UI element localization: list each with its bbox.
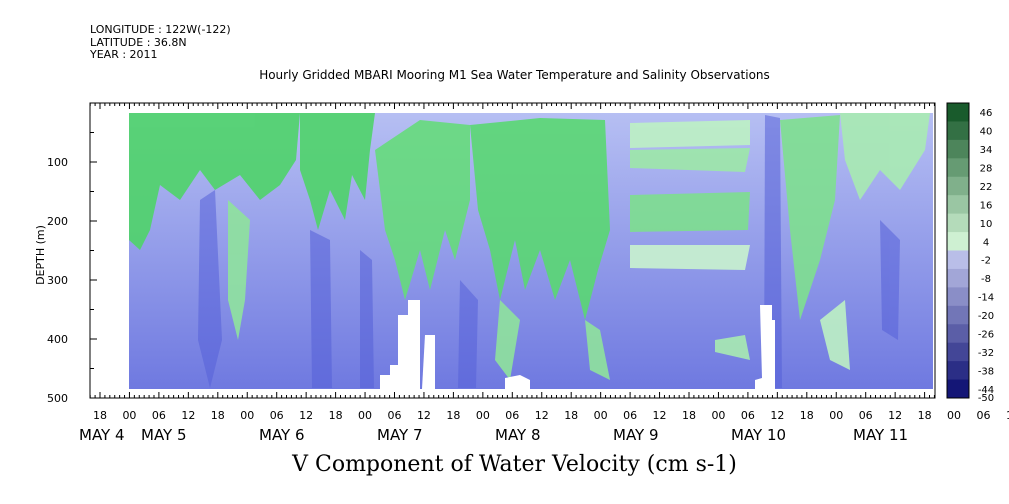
x-hour-label: 12 xyxy=(770,409,784,422)
colorbar-label: 28 xyxy=(980,164,993,175)
x-hour-label: 06 xyxy=(623,409,637,422)
x-hour-label: 00 xyxy=(358,409,372,422)
y-tick-label: 300 xyxy=(47,274,68,287)
colorbar-label: -2 xyxy=(981,256,991,267)
x-day-label: MAY 7 xyxy=(377,426,423,444)
x-day-label: MAY 9 xyxy=(613,426,659,444)
x-axis: 18 00 06 12 18 00 06 12 18 00 06 12 18 00 06 12 18 00 06 12… xyxy=(79,392,1009,444)
colorbar-swatch xyxy=(947,324,969,344)
x-hour-label: 06 xyxy=(859,409,873,422)
top-axis xyxy=(89,103,935,109)
y-tick-label: 400 xyxy=(47,333,68,346)
colorbar-label: -8 xyxy=(981,274,991,285)
longitude-label: LONGITUDE : 122W(-122) xyxy=(90,23,231,36)
year-label: YEAR : 2011 xyxy=(90,48,158,61)
x-hour-label: 06 xyxy=(270,409,284,422)
colorbar-label: 40 xyxy=(980,127,993,138)
colorbar-label: 34 xyxy=(980,145,993,156)
y-axis: 100 200 300 400 500 xyxy=(47,102,97,405)
colorbar-swatch xyxy=(947,250,969,270)
x-hour-label: 00 xyxy=(711,409,725,422)
colorbar-frame xyxy=(946,102,970,399)
y-axis-label: DEPTH (m) xyxy=(34,225,47,285)
colorbar-label: -44 xyxy=(978,385,994,396)
latitude-label: LATITUDE : 36.8N xyxy=(90,35,187,49)
metadata-block: LONGITUDE : 122W(-122) LATITUDE : 36.8N … xyxy=(90,23,231,62)
x-hour-label: 00 xyxy=(476,409,490,422)
colorbar-label: 10 xyxy=(980,219,993,230)
y-tick-label: 200 xyxy=(47,215,68,228)
x-hour-label: 18 xyxy=(918,409,932,422)
colorbar-label: -32 xyxy=(978,348,994,359)
x-hour-label: 18 xyxy=(800,409,814,422)
x-hour-label: 00 xyxy=(240,409,254,422)
x-hour-label: 12 xyxy=(417,409,431,422)
colorbar-swatch xyxy=(947,305,969,325)
colorbar-swatch xyxy=(947,176,969,196)
x-hour-label: 06 xyxy=(505,409,519,422)
x-hour-label: 06 xyxy=(152,409,166,422)
x-hour-label: 18 xyxy=(211,409,225,422)
x-hour-label: 18 xyxy=(329,409,343,422)
x-hour-label: 12 xyxy=(181,409,195,422)
colorbar-label: 46 xyxy=(980,108,993,119)
colorbar-swatch xyxy=(947,139,969,159)
colorbar-label: -38 xyxy=(978,366,994,377)
x-hour-label: 06 xyxy=(977,409,991,422)
x-day-label: MAY 10 xyxy=(731,426,786,444)
y-tick-label: 500 xyxy=(47,392,68,405)
x-hour-label: 00 xyxy=(122,409,136,422)
colorbar-swatch xyxy=(947,213,969,233)
x-hour-label: 12 xyxy=(1006,409,1009,422)
x-day-label: MAY 5 xyxy=(141,426,187,444)
colorbar-swatch xyxy=(947,361,969,381)
colorbar: 46 40 34 28 22 16 10 4 -2 -8 -14 -20 -26 -32 -38 -44-50 xyxy=(946,102,994,404)
x-hour-label: 18 xyxy=(564,409,578,422)
x-hour-label: 18 xyxy=(446,409,460,422)
colorbar-swatch xyxy=(947,342,969,362)
colorbar-swatch xyxy=(947,268,969,288)
colorbar-swatch xyxy=(947,379,969,399)
colorbar-label: 22 xyxy=(980,182,993,193)
colorbar-label: 16 xyxy=(980,200,993,211)
colorbar-swatch xyxy=(947,232,969,251)
x-day-label: MAY 8 xyxy=(495,426,541,444)
colorbar-swatch xyxy=(947,195,969,215)
chart-title: Hourly Gridded MBARI Mooring M1 Sea Wate… xyxy=(259,68,770,82)
x-hour-label: 12 xyxy=(653,409,667,422)
colorbar-label: -20 xyxy=(978,311,994,322)
x-hour-label: 06 xyxy=(388,409,402,422)
field-strong-negative xyxy=(198,115,900,388)
colorbar-swatch xyxy=(947,103,969,122)
x-axis-title: V Component of Water Velocity (cm s-1) xyxy=(292,452,737,477)
colorbar-swatch xyxy=(947,287,969,307)
x-day-label: MAY 6 xyxy=(259,426,305,444)
x-hour-label: 18 xyxy=(93,409,107,422)
colorbar-swatch xyxy=(947,121,969,141)
x-day-label: MAY 4 xyxy=(79,426,125,444)
x-hour-label: 00 xyxy=(947,409,961,422)
colorbar-label: -14 xyxy=(978,293,994,304)
missing-data xyxy=(380,300,775,389)
y-tick-label: 100 xyxy=(47,156,68,169)
x-day-label: MAY 11 xyxy=(853,426,908,444)
x-hour-label: 12 xyxy=(299,409,313,422)
colorbar-label: -26 xyxy=(978,329,994,340)
x-hour-label: 00 xyxy=(594,409,608,422)
x-hour-label: 00 xyxy=(829,409,843,422)
x-hour-label: 12 xyxy=(888,409,902,422)
colorbar-label: 4 xyxy=(983,237,989,248)
colorbar-label: -50 xyxy=(978,393,994,404)
x-hour-label: 18 xyxy=(682,409,696,422)
x-hour-label: 06 xyxy=(741,409,755,422)
x-hour-label: 12 xyxy=(535,409,549,422)
colorbar-swatch xyxy=(947,158,969,178)
field-positive xyxy=(129,113,930,380)
